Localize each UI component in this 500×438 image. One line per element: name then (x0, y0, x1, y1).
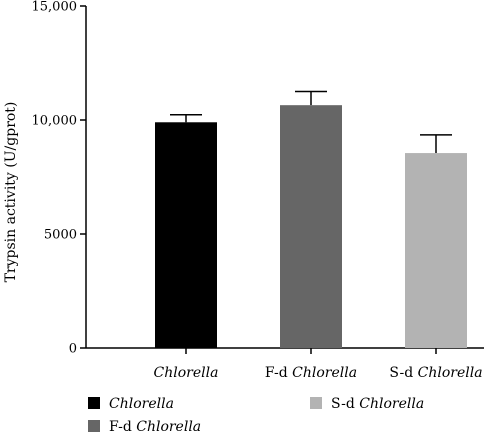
category-species: Chlorella (154, 365, 219, 381)
y-axis-title: Trypsin activity (U/gprot) (3, 102, 19, 283)
bars (155, 90, 467, 349)
category-prefix: S-d (389, 365, 417, 381)
legend-species: Chlorella (109, 396, 174, 412)
legend-entry: Chlorella (109, 396, 174, 412)
legend-swatch (88, 397, 100, 409)
x-category-label: Chlorella (154, 365, 219, 381)
y-tick-label: 0 (69, 342, 77, 357)
category-species: Chlorella (418, 365, 483, 381)
legend-prefix: S-d (331, 396, 359, 412)
bar (280, 105, 342, 349)
legend-entry: S-d Chlorella (331, 396, 424, 412)
category-species: Chlorella (292, 365, 357, 381)
y-tick-label: 5000 (44, 228, 77, 243)
bar (155, 122, 217, 348)
y-tick-label: 10,000 (32, 114, 78, 129)
legend-swatch (88, 420, 100, 432)
x-category-label: S-d Chlorella (389, 365, 482, 381)
category-labels: Chlorella F-d Chlorella S-d Chlorella (154, 348, 483, 381)
x-category-label: F-d Chlorella (265, 365, 357, 381)
legend-prefix: F-d (109, 419, 136, 435)
legend-species: Chlorella (359, 396, 424, 412)
y-tick-label: 15,000 (32, 0, 78, 15)
legend-swatch (310, 397, 322, 409)
legend-entry: F-d Chlorella (109, 419, 201, 435)
axes: 0 5000 10,000 15,000 (32, 0, 484, 357)
bar (405, 153, 467, 348)
category-prefix: F-d (265, 365, 292, 381)
legend-species: Chlorella (136, 419, 201, 435)
